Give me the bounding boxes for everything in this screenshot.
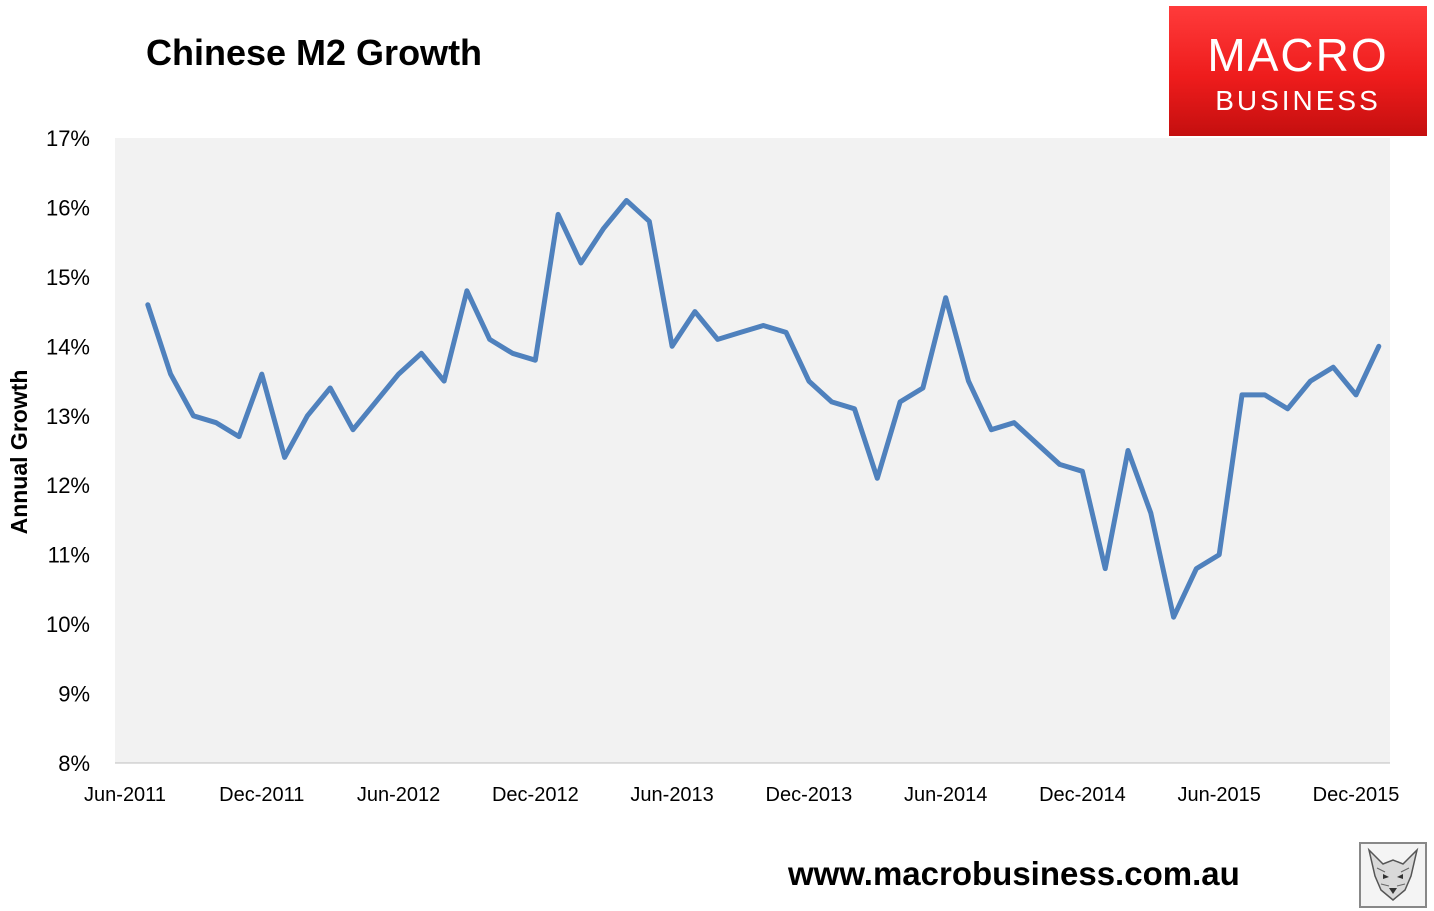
x-tick-label: Dec-2015 <box>1313 784 1400 806</box>
x-tick-label: Dec-2013 <box>766 784 853 806</box>
y-tick-label: 17% <box>46 126 90 151</box>
y-tick-label: 10% <box>46 612 90 637</box>
y-tick-label: 16% <box>46 195 90 220</box>
x-tick-label: Dec-2012 <box>492 784 579 806</box>
x-tick-label: Jun-2011 <box>84 784 166 806</box>
x-tick-label: Dec-2014 <box>1039 784 1126 806</box>
y-tick-label: 9% <box>58 682 90 707</box>
logo-line-1: MACRO <box>1207 29 1389 81</box>
y-axis-label: Annual Growth <box>6 370 32 535</box>
x-tick-label: Jun-2015 <box>1178 784 1261 806</box>
chart-title: Chinese M2 Growth <box>146 32 483 73</box>
y-tick-label: 8% <box>58 751 90 776</box>
logo-line-2: BUSINESS <box>1215 85 1381 116</box>
y-tick-label: 15% <box>46 265 90 290</box>
y-tick-label: 14% <box>46 334 90 359</box>
x-tick-labels: Jun-2011 Dec-2011 Jun-2012 Dec-2012 Jun-2013… <box>84 784 1399 806</box>
plot-area <box>115 138 1390 763</box>
macro-business-logo: MACRO BUSINESS <box>1169 6 1427 136</box>
y-tick-label: 13% <box>46 404 90 429</box>
x-tick-label: Dec-2011 <box>219 784 304 806</box>
y-tick-label: 12% <box>46 473 90 498</box>
x-tick-label: Jun-2013 <box>630 784 713 806</box>
series-line <box>145 198 1382 620</box>
x-tick-label: Jun-2014 <box>904 784 987 806</box>
wolf-mascot-icon <box>1359 842 1427 908</box>
y-tick-labels: 8% 9% 10% 11% 12% 13% 14% 15% 16% 17% <box>46 126 90 776</box>
y-tick-label: 11% <box>48 543 90 568</box>
x-tick-label: Jun-2012 <box>357 784 440 806</box>
website-url: www.macrobusiness.com.au <box>788 855 1240 892</box>
series-group <box>145 198 1382 620</box>
